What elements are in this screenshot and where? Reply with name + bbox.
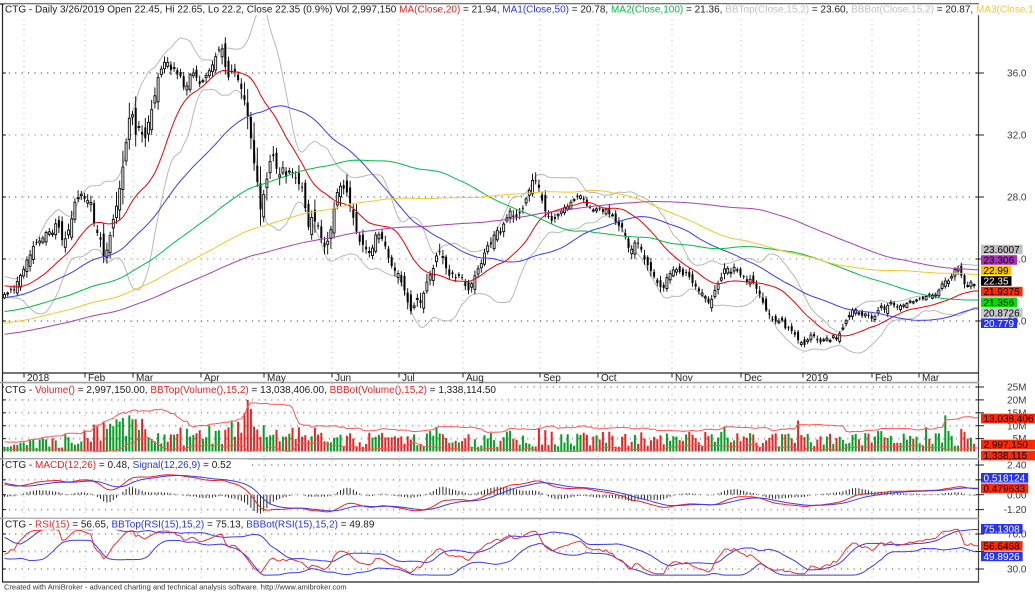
svg-text:2018: 2018	[27, 373, 50, 384]
svg-text:Feb: Feb	[88, 373, 106, 384]
svg-text:Created with AmiBroker - advan: Created with AmiBroker - advanced charti…	[4, 583, 347, 592]
svg-text:10M: 10M	[1007, 421, 1026, 432]
svg-text:75.1308: 75.1308	[984, 524, 1021, 535]
svg-text:CTG - Daily 3/26/2019 Open 22.: CTG - Daily 3/26/2019 Open 22.45, Hi 22.…	[5, 5, 1034, 16]
svg-text:Oct: Oct	[601, 373, 617, 384]
svg-text:2,997,150: 2,997,150	[984, 440, 1029, 451]
svg-text:22.99: 22.99	[984, 266, 1009, 277]
svg-text:0.518124: 0.518124	[984, 473, 1026, 484]
svg-text:25M: 25M	[1007, 383, 1026, 394]
svg-text:CTG - MACD(12,26) = 0.48, Sign: CTG - MACD(12,26) = 0.48, Signal(12,26,9…	[5, 460, 232, 471]
svg-text:28.0: 28.0	[1007, 193, 1027, 204]
svg-text:70.0: 70.0	[1007, 530, 1027, 541]
svg-text:CTG - RSI(15) = 56.65, BBTop(R: CTG - RSI(15) = 56.65, BBTop(RSI(15),15,…	[5, 519, 375, 530]
svg-text:1,338,115: 1,338,115	[984, 451, 1028, 462]
svg-text:20.8726: 20.8726	[984, 308, 1021, 319]
svg-text:Mar: Mar	[922, 373, 940, 384]
svg-text:21.356: 21.356	[984, 298, 1015, 309]
svg-text:49.8926: 49.8926	[984, 552, 1021, 563]
svg-text:Sep: Sep	[543, 373, 561, 384]
svg-text:56.6468: 56.6468	[984, 542, 1021, 553]
svg-text:2019: 2019	[806, 373, 829, 384]
svg-text:23.6007: 23.6007	[984, 245, 1021, 256]
svg-text:Mar: Mar	[136, 373, 154, 384]
svg-text:21.9375: 21.9375	[984, 287, 1021, 298]
svg-text:0.00: 0.00	[1007, 490, 1027, 501]
svg-text:30.0: 30.0	[1007, 565, 1027, 576]
svg-text:Nov: Nov	[675, 373, 693, 384]
svg-text:Feb: Feb	[875, 373, 893, 384]
svg-text:2.40: 2.40	[1007, 461, 1027, 472]
svg-text:32.0: 32.0	[1007, 131, 1027, 142]
svg-text:13,038,406: 13,038,406	[984, 414, 1034, 425]
svg-text:23.306: 23.306	[984, 256, 1015, 267]
svg-text:-1.20: -1.20	[1004, 505, 1027, 516]
svg-text:Jul: Jul	[402, 373, 415, 384]
svg-text:0.479633: 0.479633	[984, 484, 1026, 495]
svg-text:22.35: 22.35	[984, 277, 1009, 288]
svg-text:36.0: 36.0	[1007, 69, 1027, 80]
svg-text:20M: 20M	[1007, 396, 1026, 407]
svg-text:Apr: Apr	[204, 373, 220, 384]
svg-text:20.779: 20.779	[984, 319, 1015, 330]
svg-text:May: May	[267, 373, 286, 384]
svg-text:Dec: Dec	[744, 373, 762, 384]
svg-text:Jun: Jun	[335, 373, 351, 384]
svg-text:Aug: Aug	[466, 373, 484, 384]
svg-text:CTG - Volume() = 2,997,150.00,: CTG - Volume() = 2,997,150.00, BBTop(Vol…	[5, 385, 496, 396]
